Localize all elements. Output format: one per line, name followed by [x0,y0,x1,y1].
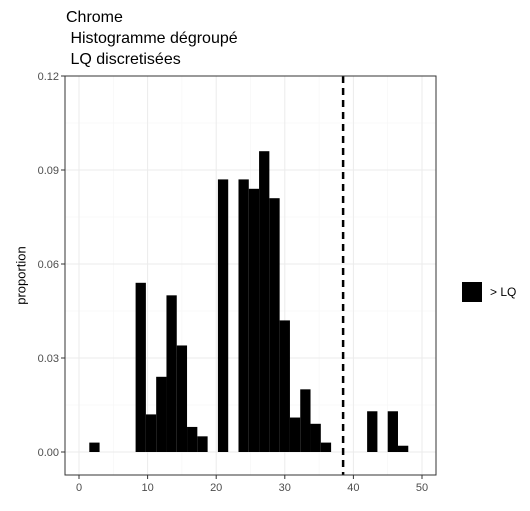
histogram-bar [269,198,280,452]
histogram-bar [320,442,332,452]
x-tick-label: 50 [416,482,428,494]
histogram-bar [387,411,398,452]
x-tick-label: 10 [141,482,153,494]
histogram-bar [289,417,301,452]
histogram-bar [89,442,100,452]
histogram-bar [166,295,177,452]
histogram-bar [217,179,229,452]
histogram-bar [187,426,198,452]
y-tick-label: 0.09 [38,165,59,177]
histogram-bar [367,411,378,452]
x-tick-label: 30 [279,482,291,494]
histogram-bar [238,179,249,452]
histogram-bar [248,188,260,453]
histogram-bar [300,389,311,452]
title-line-2: Histogramme dégroupé [66,30,238,47]
histogram-bar [310,423,321,452]
histogram-bar [135,282,146,452]
bars [89,151,409,453]
panel-border [64,75,437,476]
y-tick-label: 0.03 [38,353,59,365]
histogram-bar [197,436,208,452]
legend-label: > LQ [490,285,516,299]
histogram-bar [279,320,290,452]
legend-key [462,282,482,302]
title-line-3: LQ discretisées [66,51,181,68]
x-axis: 0 10 20 30 40 50 [76,475,428,494]
x-tick-label: 40 [347,482,359,494]
y-tick-label: 0.00 [38,447,59,459]
y-tick-label: 0.06 [38,259,59,271]
title-line-1: Chrome [66,9,123,26]
histogram-bar [145,414,157,452]
x-tick-label: 0 [76,482,82,494]
histogram-bar [397,445,409,452]
histogram-bar [156,376,167,452]
histogram-bar [176,345,188,452]
y-axis: 0.00 0.03 0.06 0.09 0.12 [38,71,65,459]
legend: > LQ [462,282,516,302]
chart-title: Chrome Histogramme dégroupé LQ discretis… [66,9,238,68]
histogram-bar [259,151,270,452]
y-tick-label: 0.12 [38,71,59,83]
x-tick-label: 20 [210,482,222,494]
y-axis-title: proportion [13,246,28,305]
